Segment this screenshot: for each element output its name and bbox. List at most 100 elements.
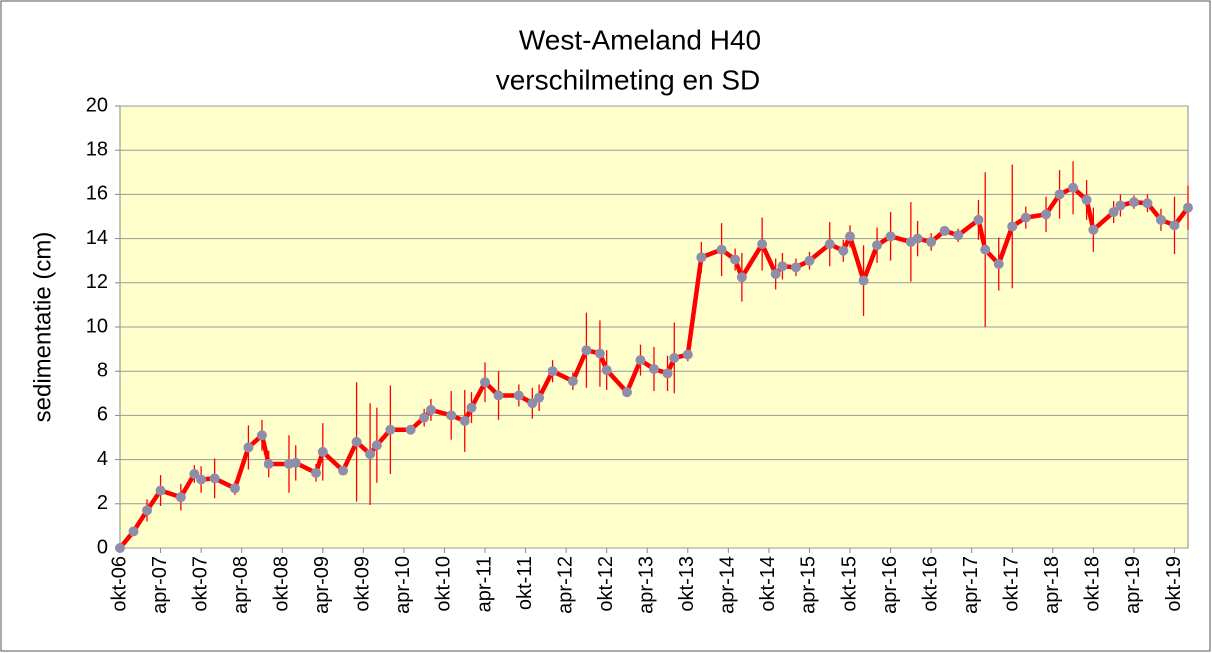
y-tick-label: 2 — [97, 492, 108, 514]
data-point — [527, 398, 538, 409]
data-point — [635, 355, 646, 366]
data-point — [1088, 224, 1099, 235]
data-point — [973, 214, 984, 225]
x-tick-label: okt-15 — [838, 556, 860, 612]
data-point — [385, 424, 396, 435]
x-tick-label: apr-12 — [554, 556, 576, 614]
data-point — [926, 236, 937, 247]
data-point — [311, 467, 322, 478]
data-point — [669, 352, 680, 363]
data-point — [446, 410, 457, 421]
data-point — [189, 468, 200, 479]
data-point — [1081, 194, 1092, 205]
data-point — [534, 392, 545, 403]
x-tick-label: apr-15 — [798, 556, 820, 614]
y-tick-label: 12 — [86, 271, 108, 293]
y-axis-label: sedimentatie (cm) — [29, 232, 56, 423]
data-point — [209, 473, 220, 484]
data-point — [547, 366, 558, 377]
data-point — [649, 363, 659, 374]
x-tick-label: apr-07 — [149, 556, 171, 614]
x-tick-label: okt-11 — [514, 556, 536, 610]
y-tick-label: 6 — [97, 404, 108, 426]
x-tick-label: apr-13 — [636, 556, 658, 614]
data-point — [1128, 197, 1139, 208]
data-point — [142, 505, 153, 516]
x-tick-label: okt-14 — [757, 556, 779, 612]
data-point — [845, 231, 856, 242]
x-tick-label: okt-19 — [1163, 556, 1185, 612]
data-point — [351, 436, 362, 447]
x-tick-label: apr-16 — [879, 556, 901, 614]
y-tick-label: 0 — [97, 536, 108, 558]
data-point — [196, 474, 207, 485]
x-tick-label: apr-18 — [1041, 556, 1063, 614]
data-point — [601, 365, 612, 376]
data-point — [757, 239, 768, 250]
data-point — [243, 442, 254, 453]
x-tick-label: apr-17 — [960, 556, 982, 614]
y-tick-label: 8 — [97, 359, 108, 381]
data-point — [993, 259, 1004, 270]
data-point — [1007, 221, 1018, 232]
x-tick-label: okt-17 — [1001, 556, 1023, 612]
data-point — [338, 465, 349, 476]
x-tick-label: apr-10 — [392, 556, 414, 614]
data-point — [885, 231, 896, 242]
data-point — [1041, 209, 1052, 220]
data-point — [838, 245, 849, 256]
x-tick-label: okt-07 — [189, 556, 211, 612]
data-point — [790, 262, 801, 273]
x-tick-label: apr-08 — [230, 556, 252, 614]
data-point — [1169, 220, 1180, 231]
data-point — [128, 526, 139, 537]
data-point — [939, 225, 950, 236]
data-point — [1020, 212, 1031, 223]
data-point — [263, 459, 274, 470]
y-tick-label: 20 — [86, 94, 108, 116]
x-tick-label: okt-12 — [595, 556, 617, 612]
x-tick-label: okt-08 — [271, 556, 293, 612]
data-point — [770, 268, 781, 279]
data-point — [493, 390, 504, 401]
data-point — [480, 377, 491, 388]
data-point — [682, 349, 693, 360]
data-point — [581, 345, 592, 356]
y-tick-label: 14 — [86, 227, 108, 249]
data-point — [621, 387, 632, 398]
data-point — [419, 412, 430, 423]
x-tick-label: okt-13 — [676, 556, 698, 612]
x-tick-label: okt-09 — [352, 556, 374, 612]
data-point — [1054, 189, 1065, 200]
chart-title: West-Ameland H40 — [519, 24, 761, 55]
x-tick-label: okt-18 — [1082, 556, 1104, 612]
data-point — [371, 440, 382, 451]
x-tick-label: apr-09 — [311, 556, 333, 614]
x-tick-label: apr-11 — [473, 556, 495, 612]
x-tick-label: okt-16 — [919, 556, 941, 612]
data-point — [459, 415, 470, 426]
data-point — [1142, 198, 1153, 209]
data-point — [1108, 207, 1119, 218]
y-tick-label: 10 — [86, 315, 108, 337]
data-point — [662, 368, 673, 379]
data-point — [736, 272, 747, 283]
data-point — [696, 252, 707, 263]
data-point — [594, 348, 605, 359]
data-point — [365, 449, 376, 460]
y-tick-label: 16 — [86, 183, 108, 205]
data-point — [567, 376, 578, 387]
data-point — [290, 457, 301, 468]
data-point — [1068, 182, 1079, 193]
data-point — [1183, 202, 1193, 213]
x-tick-label: apr-19 — [1122, 556, 1144, 614]
data-point — [824, 239, 835, 250]
data-point — [912, 233, 923, 244]
data-point — [980, 244, 991, 255]
data-point — [872, 240, 883, 251]
chart-subtitle: verschilmeting en SD — [496, 64, 761, 95]
data-point — [256, 430, 267, 441]
y-tick-label: 4 — [97, 448, 108, 470]
